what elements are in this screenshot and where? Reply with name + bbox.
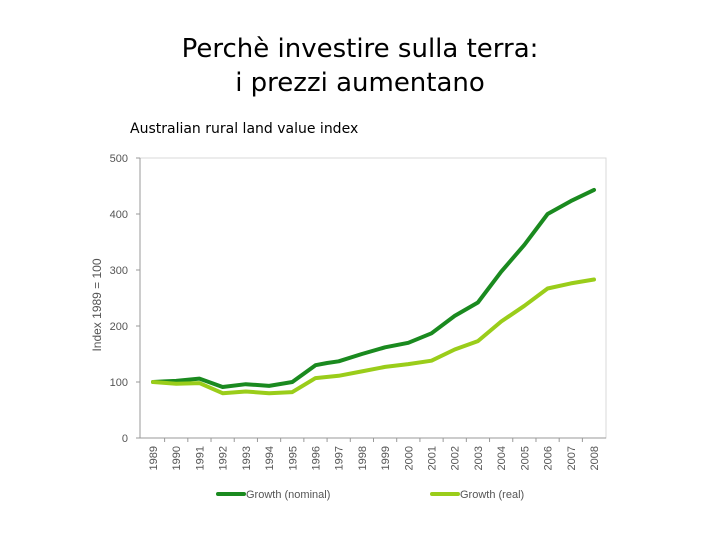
x-tick-label: 2000 (403, 446, 415, 470)
series-line-real (151, 277, 596, 396)
slide-title: Perchè investire sulla terra: i prezzi a… (0, 32, 720, 100)
series-line-nominal (151, 187, 596, 389)
x-tick-label: 2003 (473, 446, 485, 470)
x-tick-label: 1997 (334, 446, 346, 470)
x-tick-label: 2001 (427, 446, 439, 470)
slide-title-line-1: Perchè investire sulla terra: (181, 34, 539, 64)
x-tick-label: 1995 (287, 446, 299, 470)
x-tick-label: 1996 (310, 446, 322, 470)
x-tick-label: 2002 (450, 446, 462, 470)
y-axis-label: Index 1989 = 100 (90, 258, 104, 351)
y-tick-label: 100 (110, 377, 128, 389)
legend: Growth (nominal) Growth (real) (216, 489, 524, 501)
legend-label-real: Growth (real) (460, 489, 524, 501)
x-tick-label: 2006 (543, 446, 555, 470)
legend-label-nominal: Growth (nominal) (246, 489, 330, 501)
x-tick-label: 1999 (380, 446, 392, 470)
y-tick-label: 400 (110, 209, 128, 221)
x-tick-label: 1992 (218, 446, 230, 470)
x-tick-label: 1994 (264, 446, 276, 470)
x-tick-label: 1989 (148, 446, 160, 470)
x-tick-label: 2005 (519, 446, 531, 470)
y-tick-label: 300 (110, 265, 128, 277)
y-tick-label: 200 (110, 321, 128, 333)
y-tick-label: 0 (122, 433, 128, 445)
y-tick-label: 500 (110, 153, 128, 165)
x-tick-label: 2004 (496, 446, 508, 470)
y-axis: 0 100 200 300 400 500 (110, 153, 140, 445)
series-layer (151, 187, 596, 396)
x-tick-label: 2008 (589, 446, 601, 470)
slide-title-line-2: i prezzi aumentano (235, 68, 485, 98)
x-tick-label: 1993 (241, 446, 253, 470)
x-tick-label: 2007 (566, 446, 578, 470)
x-tick-label: 1991 (194, 446, 206, 470)
chart-caption: Australian rural land value index (130, 121, 359, 137)
x-tick-label: 1990 (171, 446, 183, 470)
x-axis: 1989 1990 1991 1992 1993 1994 1995 1996 1997 1998… (148, 438, 601, 470)
x-tick-label: 1998 (357, 446, 369, 470)
